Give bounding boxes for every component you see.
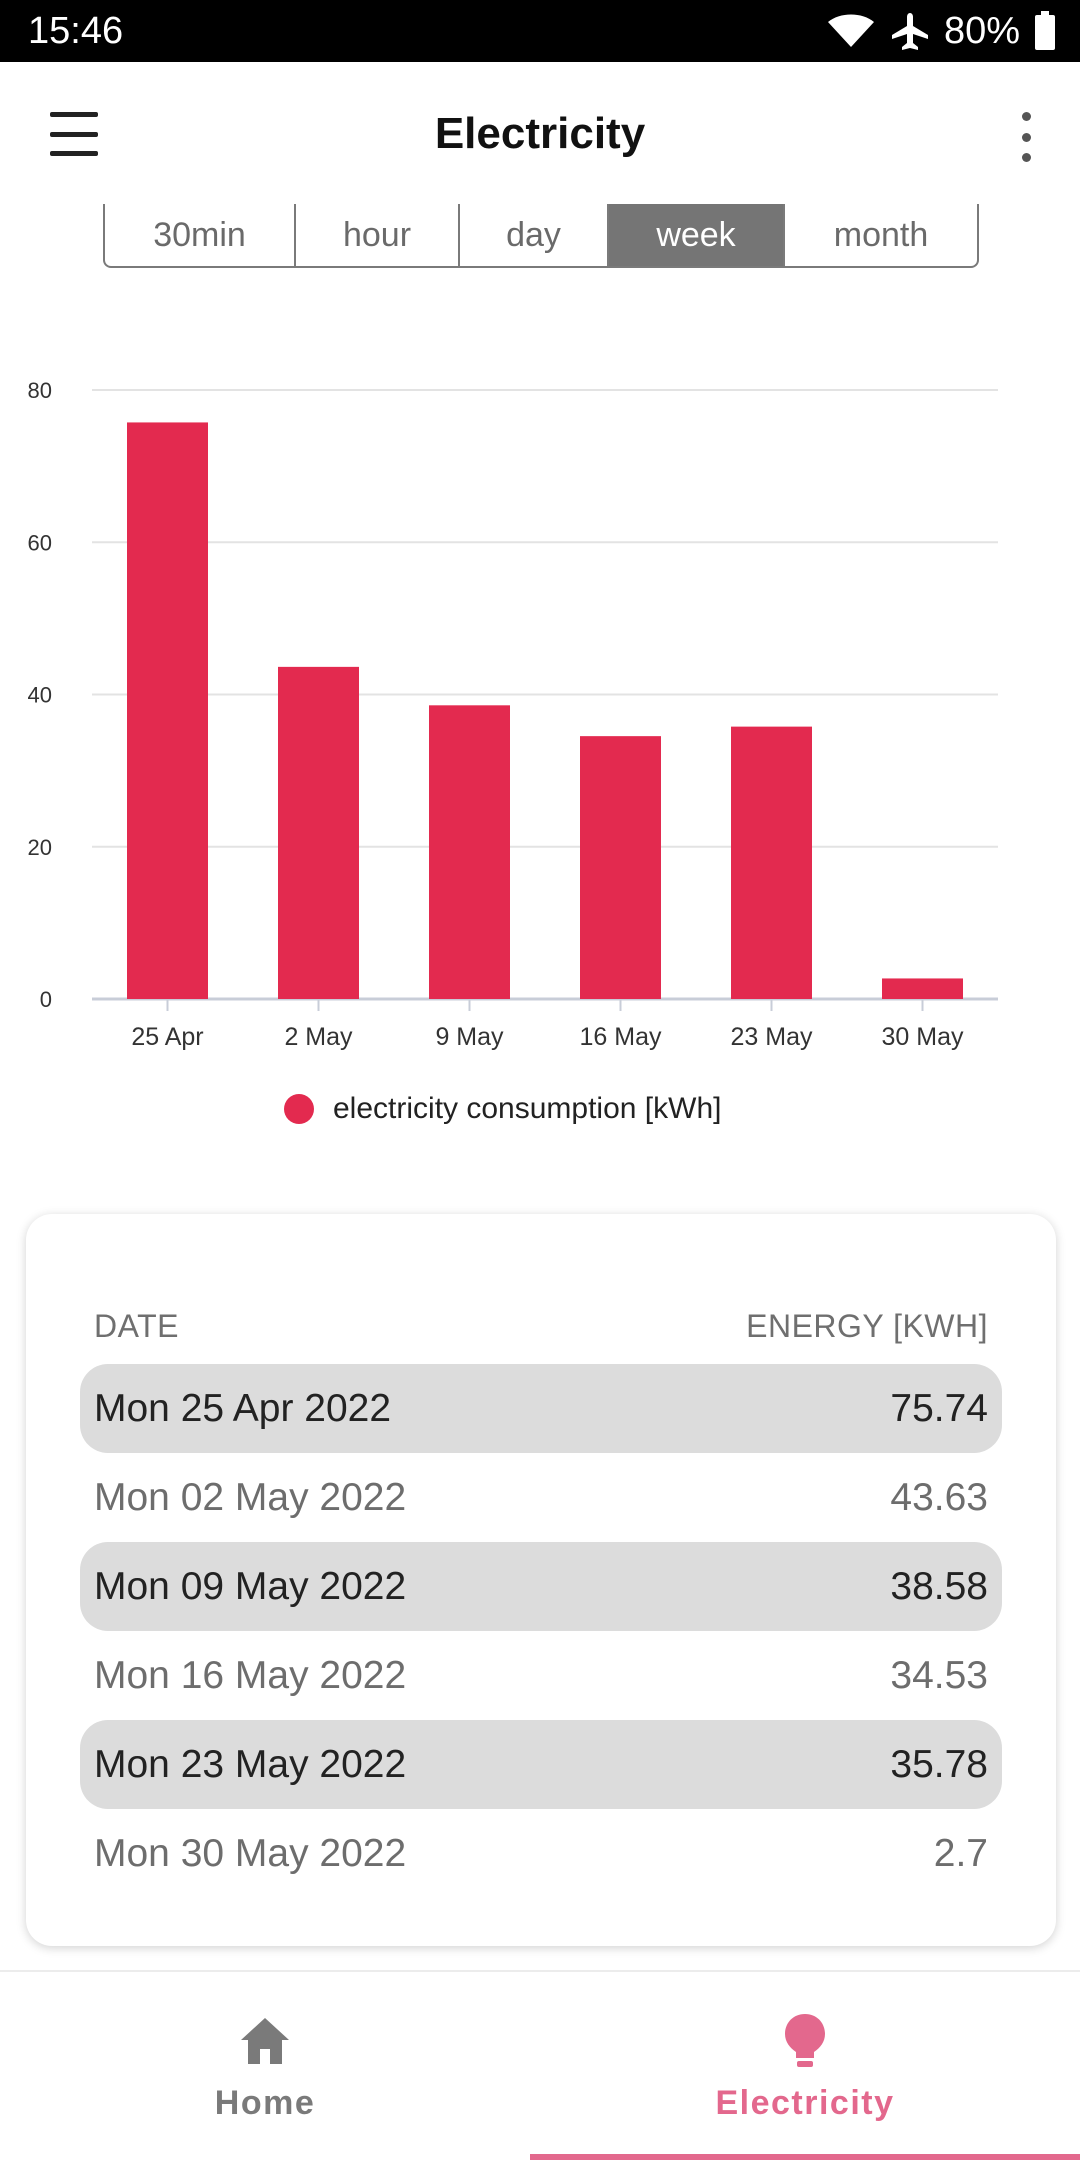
bar[interactable] <box>580 736 661 999</box>
table-row[interactable]: Mon 09 May 2022 38.58 <box>80 1542 1002 1631</box>
battery-percent: 80% <box>943 10 1020 52</box>
tab-hour[interactable]: hour <box>296 204 460 266</box>
status-icons: 80% <box>826 8 1056 54</box>
row-energy: 43.63 <box>890 1475 988 1519</box>
tab-week[interactable]: week <box>609 204 785 266</box>
battery-icon <box>1035 11 1055 50</box>
y-tick-label: 20 <box>28 835 52 860</box>
table-rows: Mon 25 Apr 2022 75.74 Mon 02 May 2022 43… <box>80 1364 1002 1898</box>
row-date: Mon 25 Apr 2022 <box>94 1386 392 1430</box>
legend-label[interactable]: electricity consumption [kWh] <box>333 1092 721 1125</box>
table-row[interactable]: Mon 16 May 2022 34.53 <box>80 1631 1002 1720</box>
row-energy: 38.58 <box>890 1564 988 1608</box>
row-energy: 35.78 <box>890 1742 988 1786</box>
row-date: Mon 09 May 2022 <box>94 1564 407 1608</box>
menu-icon[interactable] <box>38 106 108 162</box>
table-header: DATE ENERGY [KWH] <box>94 1308 988 1345</box>
header-date: DATE <box>94 1308 179 1344</box>
tab-day[interactable]: day <box>460 204 609 266</box>
table-row[interactable]: Mon 25 Apr 2022 75.74 <box>80 1364 1002 1453</box>
nav-electricity-label: Electricity <box>715 2084 895 2122</box>
lightbulb-icon <box>785 2014 825 2067</box>
consumption-table-card: DATE ENERGY [KWH] Mon 25 Apr 2022 75.74 … <box>26 1214 1056 1946</box>
airplane-icon <box>891 13 928 50</box>
more-vert-icon[interactable] <box>1016 112 1036 162</box>
row-date: Mon 02 May 2022 <box>94 1475 407 1519</box>
wifi-icon <box>827 14 874 47</box>
y-tick-label: 40 <box>28 683 52 708</box>
row-energy: 75.74 <box>890 1386 988 1430</box>
x-tick-label: 2 May <box>284 1023 353 1051</box>
bar[interactable] <box>278 666 359 999</box>
nav-home[interactable]: Home <box>0 1972 530 2160</box>
table-row[interactable]: Mon 23 May 2022 35.78 <box>80 1720 1002 1809</box>
nav-home-label: Home <box>214 2084 316 2122</box>
row-energy: 34.53 <box>890 1653 988 1697</box>
row-date: Mon 23 May 2022 <box>94 1742 407 1786</box>
x-tick-label: 9 May <box>435 1023 504 1051</box>
status-time: 15:46 <box>28 10 124 52</box>
bar[interactable] <box>731 726 812 999</box>
status-bar: 15:46 80% <box>0 0 1080 62</box>
y-tick-label: 80 <box>28 378 52 403</box>
x-tick-label: 30 May <box>882 1023 964 1051</box>
x-tick-label: 25 Apr <box>131 1023 203 1051</box>
y-tick-label: 0 <box>40 987 52 1012</box>
x-tick-label: 16 May <box>580 1023 662 1051</box>
consumption-chart: 0 20 40 60 80 25 Apr 2 May 9 May 16 May 23 May 30 … <box>28 378 998 1125</box>
home-icon <box>241 2018 289 2064</box>
bar[interactable] <box>127 422 208 999</box>
y-tick-label: 60 <box>28 530 52 555</box>
legend-marker <box>284 1094 314 1124</box>
period-tabs: 30min hour day week month <box>103 204 979 268</box>
row-energy: 2.7 <box>933 1831 988 1875</box>
nav-active-indicator <box>530 2154 1080 2160</box>
bar[interactable] <box>882 978 963 999</box>
page-title: Electricity <box>434 109 646 158</box>
bar[interactable] <box>429 705 510 999</box>
bottom-navigation: Home Electricity <box>0 1970 1080 2160</box>
row-date: Mon 30 May 2022 <box>94 1831 407 1875</box>
nav-electricity[interactable]: Electricity <box>530 1972 1080 2160</box>
tab-30min[interactable]: 30min <box>105 204 296 266</box>
app-bar: Electricity <box>0 62 1080 206</box>
table-row[interactable]: Mon 02 May 2022 43.63 <box>80 1453 1002 1542</box>
row-date: Mon 16 May 2022 <box>94 1653 407 1697</box>
tab-month[interactable]: month <box>833 215 929 254</box>
header-energy: ENERGY [KWH] <box>746 1308 988 1344</box>
table-row[interactable]: Mon 30 May 2022 2.7 <box>80 1809 1002 1898</box>
x-tick-label: 23 May <box>731 1023 813 1051</box>
